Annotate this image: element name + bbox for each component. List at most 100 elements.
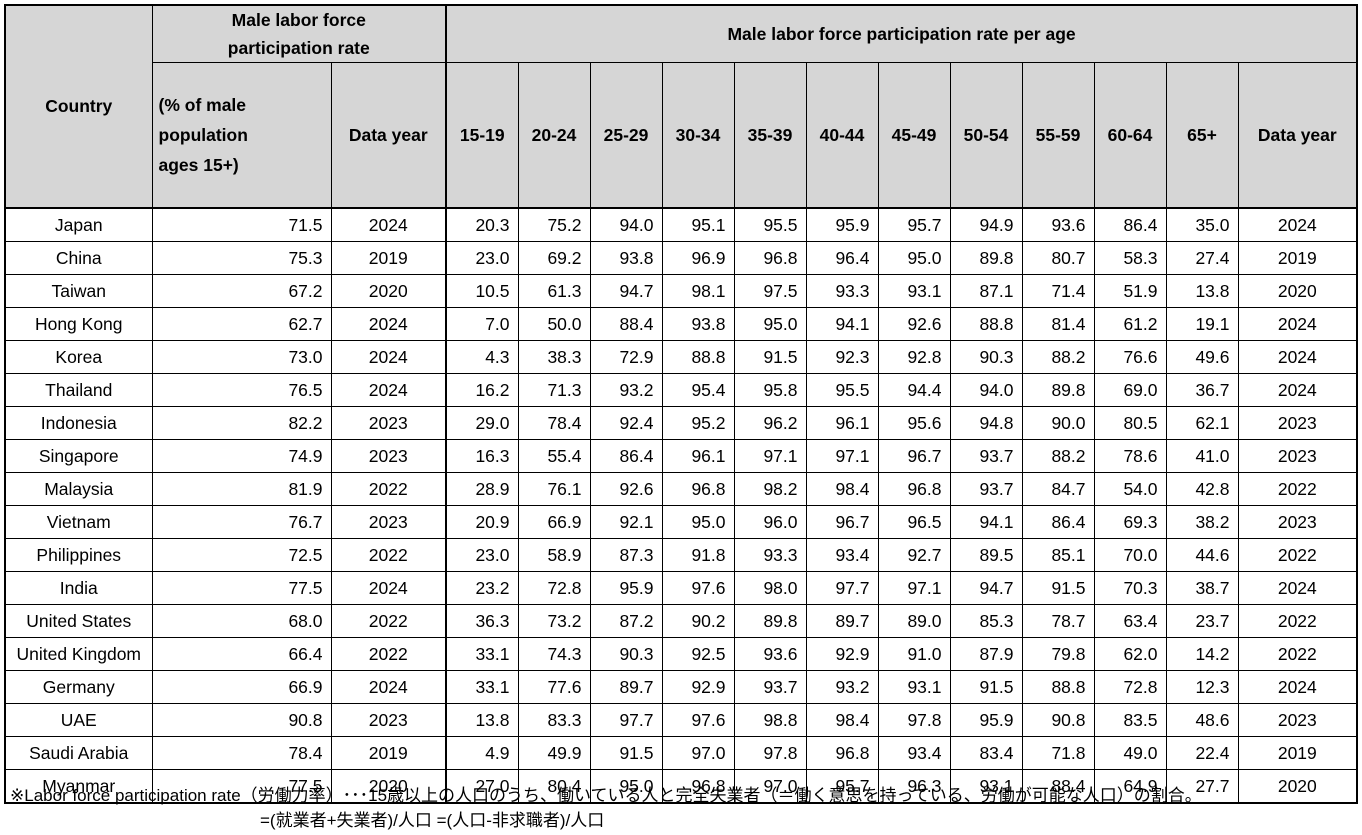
- country-cell: Philippines: [4, 538, 153, 572]
- age-value-cell: 49.9: [517, 736, 591, 770]
- age-value-cell: 89.0: [877, 604, 951, 638]
- age-value-cell: 93.8: [589, 241, 663, 275]
- age-value-cell: 10.5: [445, 274, 519, 308]
- age-value-cell: 95.5: [805, 373, 879, 407]
- age-value-cell: 95.0: [661, 505, 735, 539]
- rate-cell: 66.4: [151, 637, 332, 671]
- age-value-cell: 95.0: [733, 307, 807, 341]
- age-data-year-cell: 2024: [1237, 373, 1358, 407]
- age-value-cell: 92.7: [877, 538, 951, 572]
- age-value-cell: 44.6: [1165, 538, 1239, 572]
- header-group1-line2: participation rate: [227, 38, 370, 58]
- age-value-cell: 97.7: [589, 703, 663, 737]
- table-body: Japan 71.5 2024 20.3 75.2 94.0 95.1 95.5 95.9 95.…: [4, 207, 1358, 804]
- age-value-cell: 93.3: [805, 274, 879, 308]
- data-year-cell: 2022: [330, 637, 447, 671]
- age-value-cell: 90.0: [1021, 406, 1095, 440]
- age-value-cell: 77.6: [517, 670, 591, 704]
- age-value-cell: 83.3: [517, 703, 591, 737]
- age-value-cell: 50.0: [517, 307, 591, 341]
- age-value-cell: 78.4: [517, 406, 591, 440]
- age-value-cell: 93.1: [877, 670, 951, 704]
- rate-cell: 74.9: [151, 439, 332, 473]
- table-row: UAE 90.8 2023 13.8 83.3 97.7 97.6 98.8 98.4 97.8 9…: [4, 703, 1358, 737]
- age-value-cell: 98.1: [661, 274, 735, 308]
- age-value-cell: 63.4: [1093, 604, 1167, 638]
- age-value-cell: 13.8: [1165, 274, 1239, 308]
- data-year-cell: 2024: [330, 373, 447, 407]
- header-age-65+: 65+: [1165, 62, 1239, 209]
- header-pct-line3: ages 15+): [158, 155, 239, 175]
- age-data-year-cell: 2022: [1237, 538, 1358, 572]
- age-value-cell: 92.3: [805, 340, 879, 374]
- header-percent-male-population: (% of male population ages 15+): [151, 62, 332, 209]
- age-value-cell: 93.1: [877, 274, 951, 308]
- age-value-cell: 51.9: [1093, 274, 1167, 308]
- age-value-cell: 93.6: [1021, 207, 1095, 242]
- age-value-cell: 89.8: [1021, 373, 1095, 407]
- age-value-cell: 98.2: [733, 472, 807, 506]
- labor-force-table: Country Male labor force participation r…: [4, 4, 1359, 804]
- data-year-cell: 2023: [330, 406, 447, 440]
- age-value-cell: 95.1: [661, 207, 735, 242]
- data-year-cell: 2022: [330, 472, 447, 506]
- country-cell: Japan: [4, 207, 153, 242]
- age-value-cell: 96.1: [805, 406, 879, 440]
- age-value-cell: 89.7: [805, 604, 879, 638]
- table-row: United Kingdom 66.4 2022 33.1 74.3 90.3 92.5 93…: [4, 637, 1358, 671]
- footnote-line2: =(就業者+失業者)/人口 =(人口-非求職者)/人口: [260, 811, 605, 830]
- rate-cell: 71.5: [151, 207, 332, 242]
- country-cell: Myanmar: [4, 769, 153, 804]
- age-data-year-cell: 2023: [1237, 406, 1358, 440]
- table-row: Germany 66.9 2024 33.1 77.6 89.7 92.9 93.7 93.2 9…: [4, 670, 1358, 704]
- country-cell: Singapore: [4, 439, 153, 473]
- age-value-cell: 72.8: [1093, 670, 1167, 704]
- age-value-cell: 95.2: [661, 406, 735, 440]
- age-value-cell: 96.1: [661, 439, 735, 473]
- age-value-cell: 95.7: [805, 769, 879, 804]
- age-value-cell: 23.7: [1165, 604, 1239, 638]
- age-value-cell: 91.5: [1021, 571, 1095, 605]
- rate-cell: 76.7: [151, 505, 332, 539]
- rate-cell: 76.5: [151, 373, 332, 407]
- age-value-cell: 72.9: [589, 340, 663, 374]
- age-value-cell: 72.8: [517, 571, 591, 605]
- data-year-cell: 2022: [330, 604, 447, 638]
- age-value-cell: 97.1: [805, 439, 879, 473]
- age-value-cell: 29.0: [445, 406, 519, 440]
- table-row: Malaysia 81.9 2022 28.9 76.1 92.6 96.8 98.2 98.4…: [4, 472, 1358, 506]
- table-row: Japan 71.5 2024 20.3 75.2 94.0 95.1 95.5 95.9 95.…: [4, 207, 1358, 242]
- table-row: Vietnam 76.7 2023 20.9 66.9 92.1 95.0 96.0 96.7 9…: [4, 505, 1358, 539]
- rate-cell: 66.9: [151, 670, 332, 704]
- age-value-cell: 93.2: [589, 373, 663, 407]
- age-value-cell: 61.3: [517, 274, 591, 308]
- header-age-15-19: 15-19: [445, 62, 519, 209]
- age-value-cell: 91.8: [661, 538, 735, 572]
- age-value-cell: 90.3: [589, 637, 663, 671]
- age-value-cell: 62.0: [1093, 637, 1167, 671]
- data-year-cell: 2024: [330, 670, 447, 704]
- country-cell: Korea: [4, 340, 153, 374]
- age-value-cell: 4.9: [445, 736, 519, 770]
- data-year-cell: 2024: [330, 307, 447, 341]
- age-value-cell: 91.5: [733, 340, 807, 374]
- age-value-cell: 79.8: [1021, 637, 1095, 671]
- rate-cell: 73.0: [151, 340, 332, 374]
- age-value-cell: 96.8: [661, 769, 735, 804]
- country-cell: Indonesia: [4, 406, 153, 440]
- age-value-cell: 87.3: [589, 538, 663, 572]
- age-value-cell: 88.4: [589, 307, 663, 341]
- age-value-cell: 93.7: [949, 472, 1023, 506]
- country-cell: United States: [4, 604, 153, 638]
- rate-cell: 78.4: [151, 736, 332, 770]
- age-value-cell: 94.1: [949, 505, 1023, 539]
- rate-cell: 62.7: [151, 307, 332, 341]
- age-value-cell: 97.0: [733, 769, 807, 804]
- country-cell: Saudi Arabia: [4, 736, 153, 770]
- age-data-year-cell: 2023: [1237, 703, 1358, 737]
- age-value-cell: 94.8: [949, 406, 1023, 440]
- table-row: India 77.5 2024 23.2 72.8 95.9 97.6 98.0 97.7 97.…: [4, 571, 1358, 605]
- age-value-cell: 88.8: [661, 340, 735, 374]
- age-value-cell: 58.9: [517, 538, 591, 572]
- age-value-cell: 41.0: [1165, 439, 1239, 473]
